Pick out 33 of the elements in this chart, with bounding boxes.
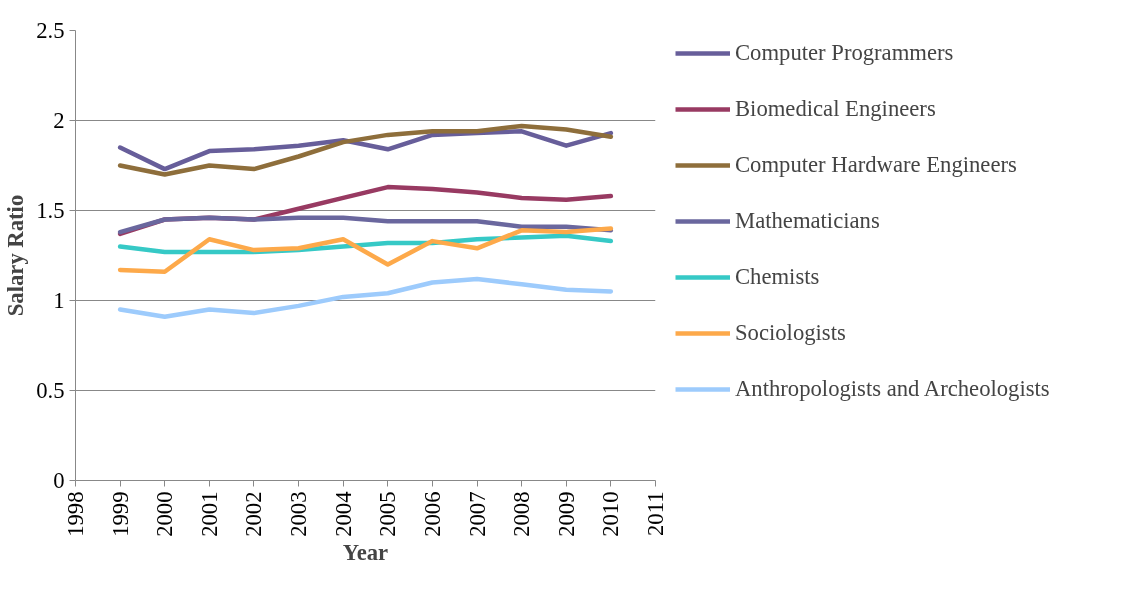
line-series	[117, 123, 614, 177]
x-tick-label: 2009	[553, 491, 579, 537]
x-tick-label: 2002	[241, 491, 267, 537]
legend-label: Anthropologists and Archeologists	[735, 376, 1050, 402]
line-series	[117, 215, 614, 235]
y-tick-label: 1	[53, 288, 65, 313]
x-tick-label: 2007	[464, 491, 490, 537]
x-tick-label: 2006	[419, 491, 445, 537]
y-tick-label: 2	[53, 108, 65, 133]
line-series	[117, 276, 614, 319]
x-tick-label: 2005	[375, 491, 401, 537]
legend-label: Computer Hardware Engineers	[735, 152, 1017, 178]
x-tick-label: 1998	[63, 491, 88, 537]
x-axis-title: Year	[342, 539, 389, 565]
x-tick-label: 1999	[107, 491, 133, 537]
x-tick-label: 2001	[196, 491, 222, 537]
x-tick-label: 2000	[152, 491, 178, 537]
line-series	[117, 226, 614, 274]
x-tick-label: 2011	[643, 491, 668, 536]
legend-label: Chemists	[735, 264, 820, 290]
y-tick-label: 0.5	[36, 378, 65, 403]
x-tick-label: 2003	[286, 491, 312, 537]
y-tick-label: 0	[53, 468, 65, 493]
x-tick-label: 2008	[509, 491, 535, 537]
y-tick-label: 1.5	[36, 198, 65, 223]
legend-label: Mathematicians	[735, 208, 880, 234]
y-tick-label: 2.5	[36, 18, 65, 43]
legend-label: Biomedical Engineers	[735, 96, 936, 122]
y-axis-title: Salary Ratio	[3, 194, 29, 317]
x-tick-label: 2010	[598, 491, 624, 537]
legend-label: Computer Programmers	[735, 40, 954, 66]
x-tick-label: 2004	[330, 491, 356, 537]
legend-label: Sociologists	[735, 320, 846, 346]
